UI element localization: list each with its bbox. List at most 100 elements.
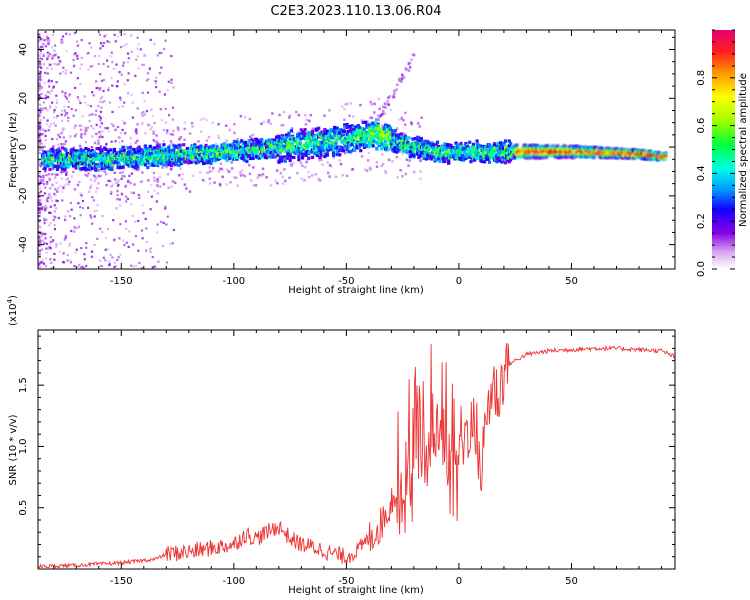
noise-cell	[158, 175, 162, 179]
noise-cell	[181, 172, 185, 176]
ridge-cell	[180, 160, 185, 164]
noise-cell	[76, 183, 80, 187]
noise-cell	[375, 118, 378, 121]
colorbar: 0.00.20.40.60.8 Normalized spectral ampl…	[696, 29, 749, 277]
ridge-cell	[433, 149, 437, 153]
ridge-cell	[574, 147, 579, 150]
noise-cell	[161, 166, 164, 169]
ridge-cell	[480, 159, 484, 164]
noise-cell	[48, 39, 51, 42]
noise-cell	[98, 33, 102, 36]
noise-cell	[376, 114, 380, 117]
x-tick-label: -100	[222, 276, 245, 287]
noise-cell	[47, 196, 50, 199]
ridge-cell	[562, 151, 566, 154]
noise-cell	[44, 170, 47, 173]
noise-cell	[112, 124, 115, 128]
ridge-cell	[487, 160, 492, 164]
noise-cell	[140, 112, 143, 115]
ridge-cell	[309, 134, 313, 139]
noise-cell	[228, 170, 231, 173]
noise-cell	[137, 168, 140, 171]
noise-cell	[328, 164, 332, 167]
noise-cell	[39, 244, 42, 247]
noise-cell	[137, 67, 140, 70]
noise-cell	[74, 135, 77, 138]
noise-cell	[63, 184, 66, 187]
noise-cell	[67, 100, 70, 103]
ridge-cell	[289, 155, 294, 159]
x-tick-label: -50	[338, 276, 354, 287]
noise-cell	[40, 66, 43, 69]
ridge-cell	[206, 150, 211, 154]
noise-cell	[39, 178, 43, 182]
ridge-cell	[334, 142, 338, 146]
ridge-cell	[194, 155, 198, 159]
ridge-cell	[541, 154, 545, 158]
ridge-cell	[609, 153, 613, 156]
noise-cell	[392, 96, 395, 99]
noise-cell	[75, 248, 78, 251]
ridge-cell	[208, 159, 212, 163]
noise-cell	[248, 117, 252, 121]
noise-cell	[130, 264, 133, 267]
noise-cell	[403, 132, 406, 136]
noise-cell	[119, 223, 122, 226]
ridge-cell	[382, 141, 386, 146]
ridge-cell	[318, 156, 322, 160]
ridge-cell	[174, 160, 178, 164]
noise-cell	[100, 130, 104, 133]
ridge-cell	[66, 164, 71, 168]
noise-cell	[240, 169, 244, 172]
ridge-cell	[149, 152, 154, 156]
ridge-cell	[274, 147, 279, 151]
noise-cell	[420, 116, 423, 119]
noise-cell	[361, 142, 364, 145]
ridge-cell	[110, 166, 114, 170]
noise-cell	[62, 170, 65, 173]
ridge-cell	[84, 146, 88, 151]
ridge-cell	[365, 130, 369, 134]
noise-cell	[168, 143, 171, 147]
noise-cell	[125, 227, 128, 230]
noise-cell	[236, 184, 239, 187]
noise-cell	[54, 106, 58, 109]
ridge-cell	[185, 146, 190, 151]
noise-cell	[160, 51, 163, 55]
noise-cell	[64, 234, 67, 238]
noise-cell	[55, 94, 58, 97]
noise-cell	[155, 76, 158, 79]
noise-cell	[162, 140, 165, 143]
noise-cell	[38, 94, 41, 97]
noise-cell	[102, 62, 105, 66]
ridge-cell	[308, 131, 312, 135]
noise-cell	[169, 132, 172, 136]
noise-cell	[156, 166, 160, 169]
ridge-cell	[496, 142, 500, 146]
noise-cell	[407, 69, 411, 72]
noise-cell	[93, 55, 97, 58]
ridge-cell	[412, 153, 416, 158]
ridge-cell	[359, 143, 363, 147]
noise-cell	[122, 239, 125, 242]
noise-cell	[136, 154, 139, 158]
noise-cell	[46, 95, 49, 98]
ridge-cell	[409, 143, 414, 147]
noise-cell	[172, 228, 176, 232]
noise-cell	[97, 182, 100, 185]
noise-cell	[51, 183, 54, 187]
ridge-cell	[453, 152, 457, 156]
noise-cell	[103, 170, 106, 173]
noise-cell	[39, 148, 42, 151]
noise-cell	[63, 109, 66, 112]
noise-cell	[410, 58, 413, 62]
noise-cell	[138, 196, 141, 200]
ridge-cell	[283, 155, 287, 159]
noise-cell	[144, 131, 147, 135]
ridge-cell	[640, 152, 644, 156]
noise-cell	[38, 235, 41, 239]
ridge-cell	[128, 145, 133, 149]
noise-cell	[188, 132, 192, 135]
noise-cell	[116, 258, 119, 262]
ridge-cell	[320, 141, 324, 145]
